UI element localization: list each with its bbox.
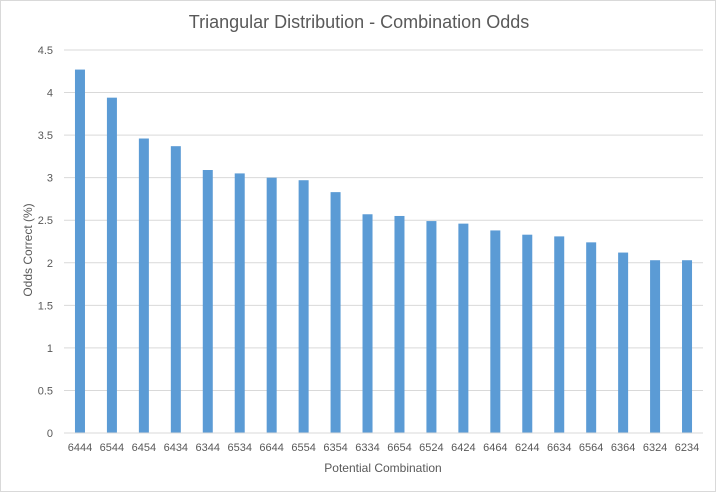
bar-6654 (394, 215, 405, 433)
y-tick-label: 1 (47, 343, 53, 355)
x-tick-label: 6654 (387, 442, 411, 454)
x-tick-label: 6354 (323, 442, 347, 454)
bar-6244 (522, 234, 533, 433)
y-tick-label: 1.5 (38, 300, 53, 312)
x-tick-label: 6644 (259, 442, 283, 454)
bar-6234 (682, 260, 693, 433)
bar-6534 (234, 173, 245, 433)
bar-6444 (74, 69, 85, 433)
x-tick-label: 6424 (451, 442, 475, 454)
y-tick-label: 2 (47, 258, 53, 270)
x-tick-label: 6324 (643, 442, 667, 454)
x-tick-label: 6464 (483, 442, 507, 454)
bar-6634 (554, 236, 565, 433)
y-tick-label: 3 (47, 173, 53, 185)
bar-6554 (298, 180, 309, 433)
y-tick-label: 0 (47, 428, 53, 440)
x-tick-label: 6534 (227, 442, 251, 454)
bar-6354 (330, 192, 341, 433)
x-tick-label: 6364 (611, 442, 635, 454)
x-axis-title: Potential Combination (324, 461, 441, 475)
y-tick-label: 0.5 (38, 385, 53, 397)
bar-6464 (490, 230, 501, 433)
x-tick-label: 6564 (579, 442, 603, 454)
y-tick-label: 4.5 (38, 45, 53, 57)
bar-6324 (650, 260, 661, 433)
x-tick-label: 6544 (100, 442, 124, 454)
x-tick-label: 6444 (68, 442, 92, 454)
x-tick-label: 6244 (515, 442, 539, 454)
x-tick-label: 6524 (419, 442, 443, 454)
x-tick-label: 6234 (675, 442, 699, 454)
bar-6434 (170, 146, 181, 434)
bar-6564 (586, 242, 597, 433)
bar-6544 (106, 97, 117, 433)
x-tick-label: 6344 (196, 442, 220, 454)
x-tick-label: 6554 (291, 442, 315, 454)
gridlines (64, 49, 703, 391)
y-tick-label: 2.5 (38, 215, 53, 227)
chart-title: Triangular Distribution - Combination Od… (189, 12, 529, 32)
bar-6344 (202, 170, 213, 434)
x-tick-label: 6334 (355, 442, 379, 454)
y-tick-label: 3.5 (38, 130, 53, 142)
x-axis-ticks: 6444 6544 6454 6434 6344 6534 6644 6554 6354 6334… (68, 442, 700, 454)
bars (74, 69, 693, 434)
bar-6424 (458, 223, 469, 433)
bar-6364 (618, 252, 629, 433)
bar-6334 (362, 214, 373, 433)
y-axis-title: Odds Correct (%) (21, 203, 35, 296)
bar-6644 (266, 177, 277, 433)
y-axis-ticks: 0 0.5 1 1.5 2 2.5 3 3.5 4 4.5 (38, 45, 53, 440)
y-tick-label: 4 (47, 88, 53, 100)
x-tick-label: 6434 (164, 442, 188, 454)
x-tick-label: 6454 (132, 442, 156, 454)
bar-6524 (426, 221, 437, 433)
bar-6454 (138, 138, 149, 433)
x-tick-label: 6634 (547, 442, 571, 454)
